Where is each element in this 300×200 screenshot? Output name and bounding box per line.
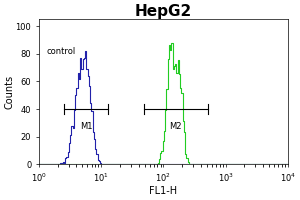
X-axis label: FL1-H: FL1-H xyxy=(149,186,177,196)
Title: HepG2: HepG2 xyxy=(135,4,192,19)
Text: M1: M1 xyxy=(80,122,92,131)
Text: control: control xyxy=(46,47,75,56)
Text: M2: M2 xyxy=(169,122,182,131)
Y-axis label: Counts: Counts xyxy=(4,75,14,109)
